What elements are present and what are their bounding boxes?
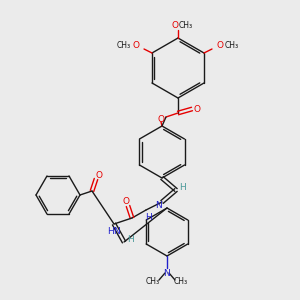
- Text: O: O: [122, 196, 130, 206]
- Text: H: H: [128, 236, 134, 244]
- Text: CH₃: CH₃: [117, 41, 131, 50]
- Text: O: O: [133, 41, 140, 50]
- Text: CH₃: CH₃: [225, 41, 239, 50]
- Text: N: N: [112, 227, 119, 236]
- Text: O: O: [158, 115, 164, 124]
- Text: CH₃: CH₃: [146, 277, 160, 286]
- Text: H: H: [180, 182, 186, 191]
- Text: O: O: [95, 170, 103, 179]
- Text: O: O: [172, 22, 178, 31]
- Text: O: O: [217, 41, 224, 50]
- Text: N: N: [154, 200, 161, 209]
- Text: H: H: [145, 212, 152, 221]
- Text: O: O: [194, 104, 200, 113]
- Text: H: H: [106, 227, 113, 236]
- Text: CH₃: CH₃: [174, 277, 188, 286]
- Text: CH₃: CH₃: [179, 22, 193, 31]
- Text: N: N: [164, 268, 170, 278]
